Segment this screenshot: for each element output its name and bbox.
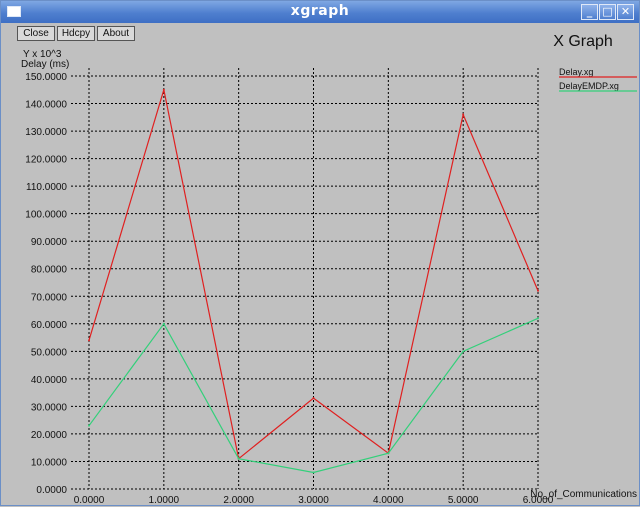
y-tick-label: 40.0000 (31, 375, 68, 386)
close-button[interactable]: Close (17, 26, 55, 41)
legend-label: DelayEMDP.xg (559, 81, 619, 91)
about-button[interactable]: About (97, 26, 135, 41)
data-point (88, 339, 90, 342)
window-menu-icon[interactable] (7, 6, 21, 17)
y-tick-labels: 0.0000 10.0000 20.0000 30.0000 40.0000 50.000… (25, 72, 67, 496)
grid (71, 68, 539, 490)
legend-label: Delay.xg (559, 67, 593, 77)
legend: Delay.xg DelayEMDP.xg (559, 67, 637, 92)
y-tick-label: 90.0000 (31, 237, 68, 248)
hardcopy-button[interactable]: Hdcpy (57, 26, 95, 41)
y-tick-label: 0.0000 (36, 485, 67, 496)
data-point (312, 471, 315, 474)
close-window-button[interactable]: ✕ (617, 4, 634, 20)
y-tick-label: 140.0000 (25, 100, 67, 111)
minimize-button[interactable]: _ (581, 4, 598, 20)
window-title: xgraph (290, 3, 350, 19)
y-tick-label: 120.0000 (25, 155, 67, 166)
x-tick-label: 4.0000 (373, 495, 404, 506)
x-tick-label: 0.0000 (74, 495, 105, 506)
y-tick-label: 60.0000 (31, 320, 68, 331)
y-tick-label: 80.0000 (31, 265, 68, 276)
x-tick-label: 5.0000 (448, 495, 479, 506)
maximize-button[interactable]: □ (599, 4, 616, 20)
y-tick-label: 50.0000 (31, 347, 68, 358)
data-point (312, 397, 315, 400)
x-tick-label: 2.0000 (223, 495, 254, 506)
data-point (237, 457, 240, 460)
y-tick-label: 70.0000 (31, 292, 68, 303)
data-point (462, 113, 465, 116)
y-tick-label: 10.0000 (31, 457, 68, 468)
chart-title: X Graph (553, 33, 613, 50)
data-point (537, 289, 539, 292)
data-point (387, 452, 390, 455)
x-tick-label: 1.0000 (149, 495, 180, 506)
y-scale-label: Y x 10^3 (23, 49, 62, 60)
title-bar[interactable]: xgraph _ □ ✕ (1, 1, 639, 23)
y-tick-label: 20.0000 (31, 430, 68, 441)
x-axis-label: No_of_Communications (530, 489, 637, 500)
data-point (462, 350, 465, 353)
y-axis-label: Delay (ms) (21, 59, 69, 70)
y-tick-label: 100.0000 (25, 210, 67, 221)
data-point (88, 424, 90, 427)
x-tick-labels: 0.0000 1.0000 2.0000 3.0000 4.0000 5.0000 6.00… (74, 495, 554, 506)
data-point (537, 317, 539, 320)
data-point (162, 322, 165, 325)
x-tick-label: 6.0000 (523, 495, 554, 506)
series-lines (88, 88, 539, 474)
x-tick-label: 3.0000 (298, 495, 329, 506)
data-point (162, 88, 165, 91)
y-tick-label: 130.0000 (25, 127, 67, 138)
y-tick-label: 110.0000 (26, 182, 67, 193)
y-tick-label: 150.0000 (25, 72, 67, 83)
y-tick-label: 30.0000 (31, 402, 68, 413)
